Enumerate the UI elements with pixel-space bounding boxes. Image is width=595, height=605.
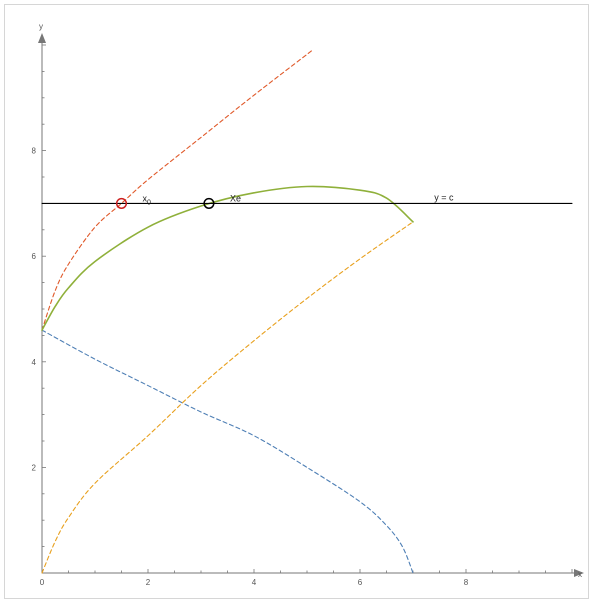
- series-line-2: [41, 49, 313, 331]
- x-tick-label: 2: [146, 578, 151, 587]
- series-layer: [41, 49, 573, 574]
- y-axis-arrow: [38, 33, 46, 43]
- series-line-0: [41, 329, 414, 574]
- x-axis-title: x: [578, 570, 582, 579]
- y-tick-label: 2: [32, 463, 37, 472]
- chart-frame: [4, 4, 589, 599]
- point-marker-0: [115, 197, 128, 209]
- point-label-subscript: 0: [147, 199, 151, 206]
- x-tick-label: 8: [464, 578, 469, 587]
- y-tick-label: 6: [32, 252, 37, 261]
- series-line-1: [41, 221, 414, 574]
- y-tick-label: 8: [32, 147, 37, 156]
- x-tick-label: 4: [252, 578, 257, 587]
- y-axis-title: y: [39, 22, 43, 31]
- axes: x y 0 2 4 6 8 2 4 6 8: [32, 22, 584, 587]
- point-marker-1: [203, 197, 215, 209]
- x-axis-arrow: [574, 569, 584, 577]
- series-line-3: [41, 185, 414, 331]
- point-label-0: x0: [143, 193, 152, 206]
- point-label-1: Xe: [230, 193, 241, 203]
- y-tick-label: 4: [32, 358, 37, 367]
- label-layer: x0 Xe y = c: [143, 192, 454, 206]
- x-tick-label: 6: [358, 578, 363, 587]
- x-tick-label: 0: [40, 578, 45, 587]
- line-label: y = c: [434, 192, 454, 202]
- marker-layer: [115, 197, 215, 209]
